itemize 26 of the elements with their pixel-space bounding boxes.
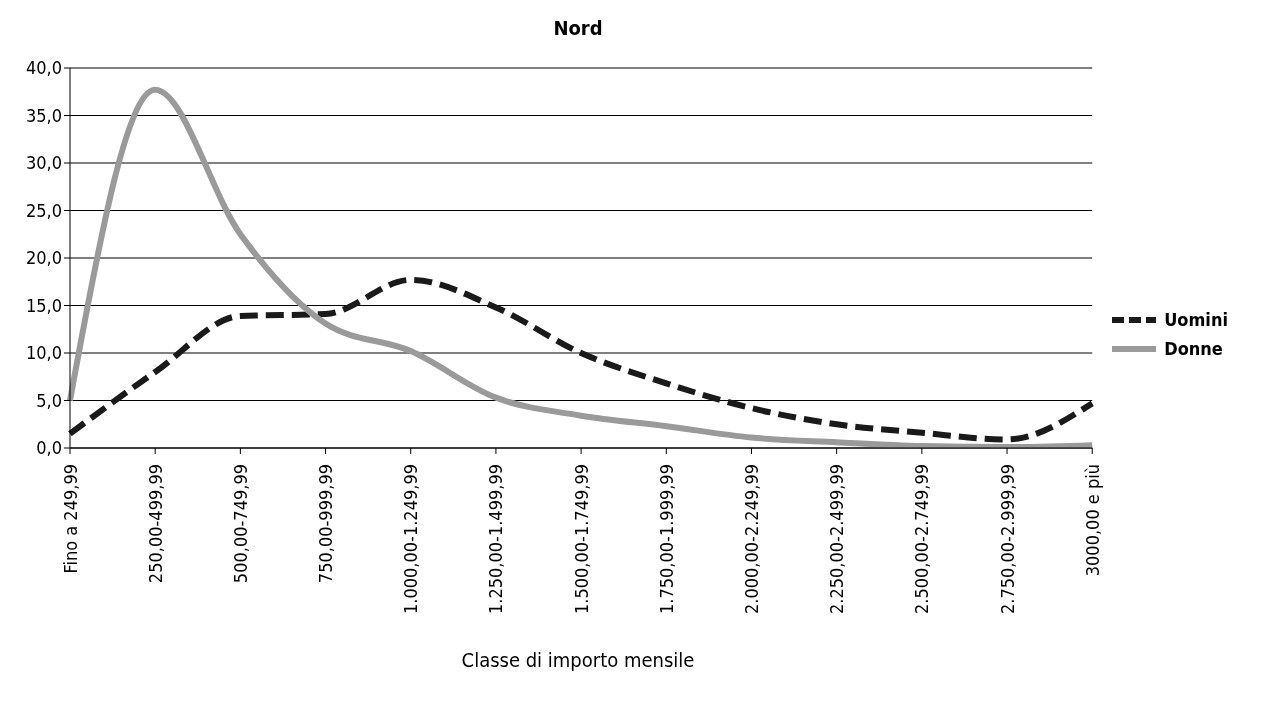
x-tick-label: 2.000,00-2.249,99 xyxy=(740,464,762,615)
y-tick-label: 15,0 xyxy=(25,294,62,316)
x-tick-label: 1.750,00-1.999,99 xyxy=(655,464,677,615)
y-tick-label: 10,0 xyxy=(25,342,62,364)
y-tick-label: 25,0 xyxy=(25,199,62,221)
x-axis-title: Classe di importo mensile xyxy=(460,648,696,672)
legend-label: Uomini xyxy=(1164,309,1228,330)
chart-title: Nord xyxy=(552,15,604,42)
y-tick-label: 5,0 xyxy=(36,389,62,411)
x-tick-label: 750,00-999,99 xyxy=(315,464,337,584)
x-tick-label: 500,00-749,99 xyxy=(229,464,251,584)
x-tick-label: 1.500,00-1.749,99 xyxy=(570,464,592,615)
y-tick-label: 20,0 xyxy=(25,247,62,269)
x-tick-label: 2.250,00-2.499,99 xyxy=(826,464,848,615)
y-tick-label: 0,0 xyxy=(36,437,62,459)
x-tick-label: Fino a 249,99 xyxy=(59,464,81,574)
y-tick-label: 30,0 xyxy=(25,152,62,174)
legend-label: Donne xyxy=(1164,338,1223,359)
x-tick-label: 3000,00 e più xyxy=(1081,464,1103,577)
y-tick-label: 40,0 xyxy=(25,57,62,79)
x-tick-label: 1.250,00-1.499,99 xyxy=(485,464,507,615)
x-tick-label: 2.500,00-2.749,99 xyxy=(911,464,933,615)
y-tick-label: 35,0 xyxy=(25,104,62,126)
x-tick-label: 2.750,00-2.999,99 xyxy=(996,464,1018,615)
x-tick-label: 1.000,00-1.249,99 xyxy=(400,464,422,615)
x-tick-label: 250,00-499,99 xyxy=(144,464,166,584)
